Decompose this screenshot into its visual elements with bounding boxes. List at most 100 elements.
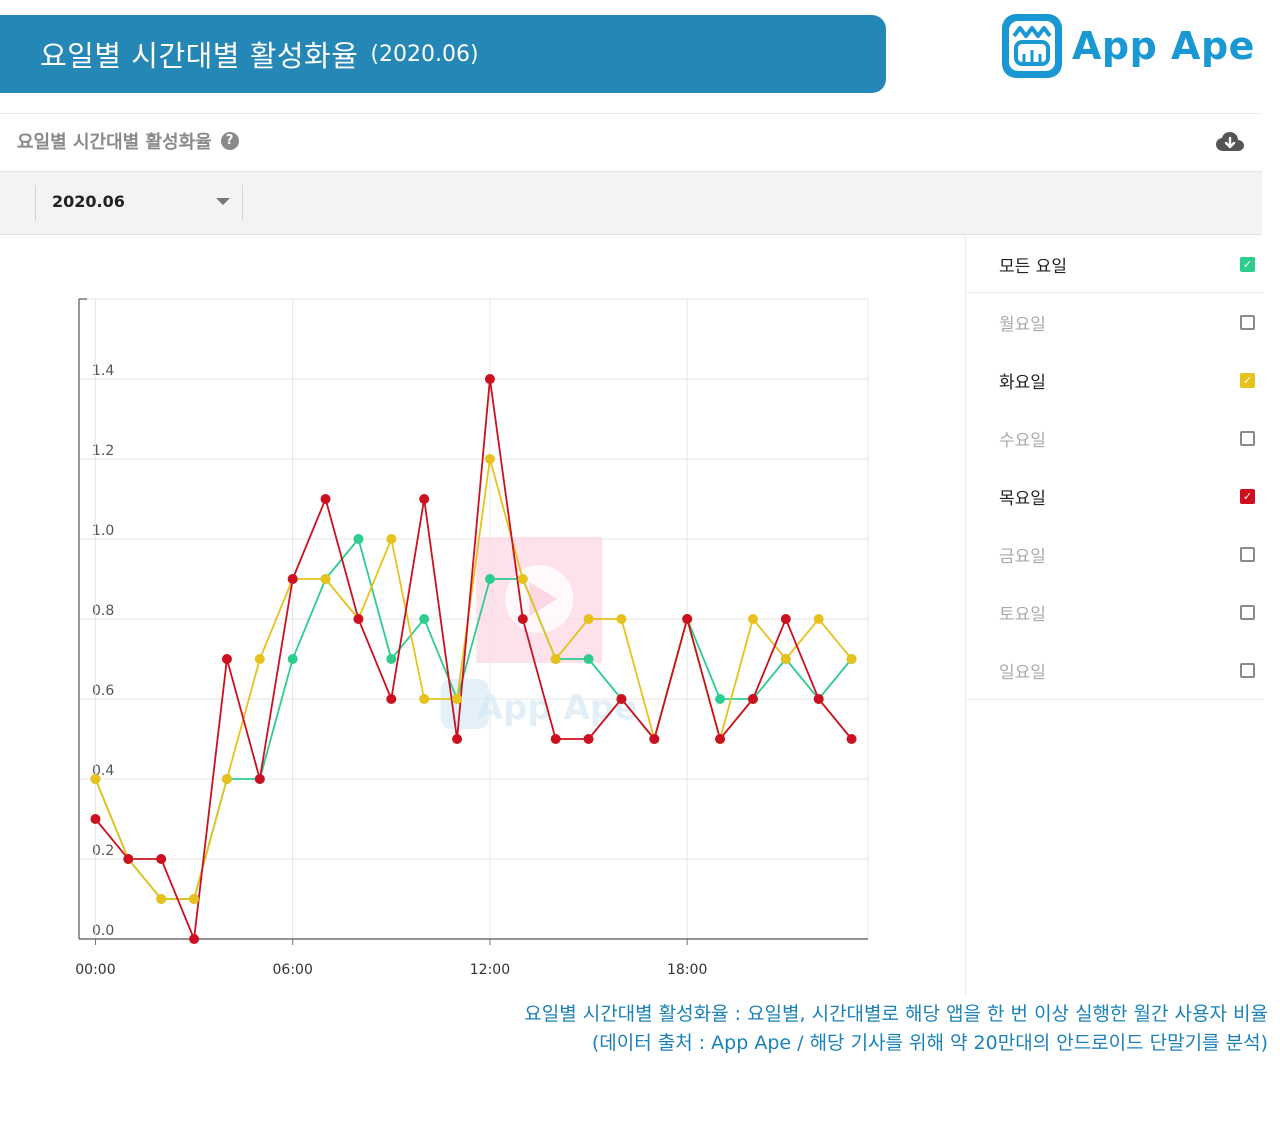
data-point xyxy=(386,654,397,664)
data-point xyxy=(90,814,101,824)
x-tick-label: 00:00 xyxy=(75,962,115,978)
x-tick-label: 06:00 xyxy=(273,962,313,978)
series-line xyxy=(94,458,853,900)
data-point xyxy=(583,654,594,664)
data-point xyxy=(419,614,430,624)
y-tick-label: 1.0 xyxy=(92,523,114,539)
legend-divider xyxy=(966,699,1263,700)
data-point xyxy=(682,614,693,624)
legend-item-label: 월요일 xyxy=(999,315,1046,335)
chevron-down-icon xyxy=(216,198,230,205)
data-point xyxy=(517,574,528,584)
logo-text: App Ape xyxy=(1072,24,1255,68)
data-point xyxy=(123,854,134,864)
watermark-logo-icon xyxy=(440,679,489,729)
data-point xyxy=(320,494,331,504)
x-tick-label: 18:00 xyxy=(667,962,707,978)
data-point xyxy=(550,734,561,744)
data-point xyxy=(583,614,594,624)
data-point xyxy=(353,534,364,544)
legend-item[interactable]: 목요일 ✓ xyxy=(966,467,1263,525)
legend-item[interactable]: 월요일 xyxy=(966,293,1263,351)
page-title: 요일별 시간대별 활성화율 xyxy=(40,39,359,73)
legend-item[interactable]: 일요일 xyxy=(966,641,1263,699)
checkbox-icon[interactable] xyxy=(1240,315,1255,330)
checkbox-icon[interactable] xyxy=(1240,663,1255,678)
legend-item-label: 토요일 xyxy=(999,605,1046,625)
data-point xyxy=(254,654,265,664)
data-point xyxy=(616,614,627,624)
data-point xyxy=(846,734,857,744)
watermark-play-icon xyxy=(529,582,558,616)
legend-item[interactable]: 모든 요일 ✓ xyxy=(966,235,1263,293)
checkbox-icon[interactable] xyxy=(1240,605,1255,620)
data-point xyxy=(780,654,791,664)
panel-divider xyxy=(0,113,1262,114)
data-point xyxy=(813,614,824,624)
page-period: (2020.06) xyxy=(370,41,479,67)
legend-item-label: 금요일 xyxy=(999,547,1046,567)
data-point xyxy=(583,734,594,744)
y-tick-label: 0.0 xyxy=(92,923,114,939)
data-point xyxy=(813,694,824,704)
data-point xyxy=(221,654,232,664)
cloud-download-icon[interactable] xyxy=(1216,130,1244,154)
ape-face-icon xyxy=(1002,14,1062,78)
y-tick-label: 0.6 xyxy=(92,683,114,699)
month-select-value: 2020.06 xyxy=(52,192,125,211)
help-icon[interactable]: ? xyxy=(220,132,239,150)
series-line xyxy=(94,378,853,940)
data-point xyxy=(254,774,265,784)
legend-item-label: 모든 요일 xyxy=(999,257,1067,277)
data-point xyxy=(780,614,791,624)
data-point xyxy=(320,574,331,584)
data-point xyxy=(287,654,298,664)
data-point xyxy=(156,854,167,864)
caption-line-1: 요일별 시간대별 활성화율 : 요일별, 시간대별로 해당 앱을 한 번 이상 … xyxy=(524,1003,1268,1025)
data-point xyxy=(517,614,528,624)
filter-separator xyxy=(242,185,243,221)
checkbox-checked-icon[interactable]: ✓ xyxy=(1240,257,1255,272)
legend-item[interactable]: 금요일 xyxy=(966,525,1263,583)
data-point xyxy=(452,734,463,744)
x-tick-label: 12:00 xyxy=(470,962,510,978)
data-point xyxy=(189,894,200,904)
checkbox-checked-icon[interactable]: ✓ xyxy=(1240,373,1255,388)
checkbox-checked-icon[interactable]: ✓ xyxy=(1240,489,1255,504)
filter-bar: 2020.06 xyxy=(0,171,1262,235)
data-point xyxy=(484,374,495,384)
caption-line-2: (데이터 출처 : App Ape / 해당 기사를 위해 약 20만대의 안드… xyxy=(591,1032,1268,1054)
panel-title-text: 요일별 시간대별 활성화율 xyxy=(17,132,212,153)
legend-item-label: 화요일 xyxy=(999,373,1046,393)
data-point xyxy=(189,934,200,944)
legend-item[interactable]: 수요일 xyxy=(966,409,1263,467)
data-point xyxy=(484,574,495,584)
legend-item[interactable]: 토요일 xyxy=(966,583,1263,641)
data-point xyxy=(287,574,298,584)
line-chart: 0.00.20.40.60.81.01.21.400:00 06:00 12:00 1… xyxy=(75,298,869,978)
y-tick-label: 0.8 xyxy=(92,603,114,619)
data-point xyxy=(419,694,430,704)
data-point xyxy=(386,534,397,544)
y-tick-label: 0.2 xyxy=(92,843,114,859)
filter-separator xyxy=(35,185,36,221)
checkbox-icon[interactable] xyxy=(1240,547,1255,562)
legend-item-label: 일요일 xyxy=(999,663,1046,683)
legend-item-label: 목요일 xyxy=(999,489,1046,509)
checkbox-icon[interactable] xyxy=(1240,431,1255,446)
data-point xyxy=(747,694,758,704)
watermark-text: App Ape xyxy=(477,688,638,728)
data-point xyxy=(747,614,758,624)
y-tick-label: 1.4 xyxy=(92,363,114,379)
data-point xyxy=(156,894,167,904)
month-select[interactable]: 2020.06 xyxy=(52,192,234,216)
data-point xyxy=(846,654,857,664)
data-point xyxy=(419,494,430,504)
data-point xyxy=(452,694,463,704)
data-point xyxy=(715,734,726,744)
data-point xyxy=(550,654,561,664)
data-point xyxy=(715,694,726,704)
legend-item[interactable]: 화요일 ✓ xyxy=(966,351,1263,409)
data-point xyxy=(649,734,660,744)
caption: 요일별 시간대별 활성화율 : 요일별, 시간대별로 해당 앱을 한 번 이상 … xyxy=(524,1000,1268,1058)
